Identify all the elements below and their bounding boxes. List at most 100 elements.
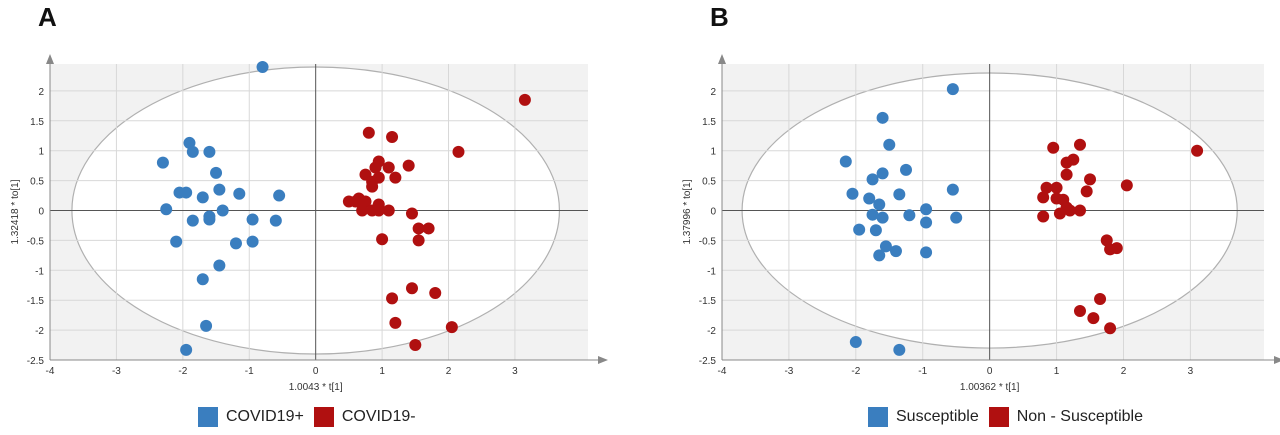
x-tick-label: -2 bbox=[178, 366, 187, 377]
data-point-series-2 bbox=[452, 145, 465, 158]
data-point-series-1 bbox=[920, 246, 933, 259]
data-point-series-1 bbox=[170, 235, 183, 248]
data-point-series-2 bbox=[389, 171, 402, 184]
y-tick-label: 0 bbox=[710, 207, 716, 218]
data-point-series-1 bbox=[233, 187, 246, 200]
data-point-series-1 bbox=[889, 245, 902, 258]
data-point-series-2 bbox=[386, 292, 399, 305]
data-point-series-2 bbox=[376, 233, 389, 246]
x-tick-label: 3 bbox=[512, 366, 518, 377]
score-scatter-plot: -4 -3 -2 -1 0 1 2 3 2 1.5 1 0.5 0 -0.5 -1 -1.5 -2 -2.5 1.0… bbox=[10, 54, 608, 393]
data-point-series-2 bbox=[518, 93, 531, 106]
data-point-series-1 bbox=[846, 187, 859, 200]
legend-swatch-series-2 bbox=[988, 407, 1009, 427]
data-point-series-2 bbox=[1073, 138, 1086, 151]
data-point-series-2 bbox=[1087, 312, 1100, 325]
data-point-series-1 bbox=[200, 319, 213, 332]
data-point-series-1 bbox=[920, 216, 933, 229]
data-point-series-1 bbox=[883, 138, 896, 151]
legend: COVID19+ COVID19- bbox=[198, 407, 426, 427]
data-point-series-1 bbox=[839, 155, 852, 168]
legend: Susceptible Non - Susceptible bbox=[868, 407, 1153, 427]
data-point-series-1 bbox=[946, 183, 959, 196]
legend-label-series-1: COVID19+ bbox=[226, 408, 304, 425]
legend-swatch-series-1 bbox=[198, 407, 218, 427]
data-point-series-2 bbox=[1063, 204, 1076, 217]
x-tick-label: 3 bbox=[1188, 366, 1194, 377]
y-tick-label: 2 bbox=[710, 87, 716, 98]
x-tick-label: -2 bbox=[851, 366, 860, 377]
data-point-series-2 bbox=[362, 126, 375, 139]
data-point-series-1 bbox=[893, 188, 906, 201]
data-point-series-2 bbox=[1050, 181, 1063, 194]
data-point-series-1 bbox=[213, 183, 226, 196]
data-point-series-1 bbox=[853, 223, 866, 236]
data-point-series-1 bbox=[269, 214, 282, 227]
data-point-series-2 bbox=[1073, 204, 1086, 217]
data-point-series-1 bbox=[876, 167, 889, 180]
score-scatter-plot: -4 -3 -2 -1 0 1 2 3 2 1.5 1 0.5 0 -0.5 -1 -1.5 -2 -2.5 1.0… bbox=[682, 54, 1280, 393]
data-point-series-2 bbox=[1067, 153, 1080, 166]
data-point-series-1 bbox=[173, 186, 186, 199]
legend-swatch-series-1 bbox=[868, 407, 888, 427]
data-point-series-2 bbox=[1037, 210, 1050, 223]
x-axis-arrow bbox=[1274, 356, 1280, 364]
y-tick-label: 2 bbox=[38, 87, 44, 98]
y-tick-label: -2 bbox=[707, 326, 716, 337]
data-point-series-2 bbox=[1047, 141, 1060, 154]
data-point-series-1 bbox=[273, 189, 286, 202]
data-point-series-2 bbox=[366, 180, 379, 193]
data-point-series-1 bbox=[196, 273, 209, 286]
data-point-series-2 bbox=[429, 287, 442, 300]
data-point-series-2 bbox=[1094, 293, 1107, 306]
x-axis-title: 1.00362 * t[1] bbox=[960, 382, 1020, 393]
y-tick-label: -1.5 bbox=[699, 296, 717, 307]
data-point-series-1 bbox=[873, 249, 886, 262]
data-point-series-2 bbox=[349, 195, 362, 208]
legend-label-series-2: COVID19- bbox=[341, 408, 416, 425]
x-tick-label: -1 bbox=[245, 366, 254, 377]
data-point-series-1 bbox=[903, 209, 916, 222]
score-plot-panel-b: B -4 -3 -2 -1 0 1 2 3 2 1.5 1 0.5 0 -0.5 -1 -1.5 -2 -2.5 1… bbox=[660, 0, 1280, 435]
data-point-series-2 bbox=[389, 316, 402, 329]
data-point-series-2 bbox=[1120, 179, 1133, 192]
x-tick-label: -1 bbox=[918, 366, 927, 377]
data-point-series-2 bbox=[412, 222, 425, 235]
data-point-series-1 bbox=[210, 166, 223, 179]
data-point-series-2 bbox=[372, 204, 385, 217]
x-axis-arrow bbox=[598, 356, 608, 364]
data-point-series-1 bbox=[203, 213, 216, 226]
y-tick-label: 1 bbox=[38, 147, 44, 158]
legend-swatch-series-2 bbox=[313, 407, 334, 427]
data-point-series-1 bbox=[946, 83, 959, 96]
data-point-series-1 bbox=[950, 211, 963, 224]
data-point-series-1 bbox=[256, 60, 269, 73]
data-point-series-2 bbox=[1104, 322, 1117, 335]
data-point-series-1 bbox=[876, 211, 889, 224]
legend-label-series-2: Non - Susceptible bbox=[1016, 408, 1144, 425]
data-point-series-2 bbox=[382, 161, 395, 174]
data-point-series-1 bbox=[869, 224, 882, 237]
legend-label-series-1: Susceptible bbox=[896, 408, 979, 425]
data-point-series-1 bbox=[879, 240, 892, 253]
y-tick-label: -2 bbox=[35, 326, 44, 337]
y-tick-label: -0.5 bbox=[699, 236, 717, 247]
x-tick-label: -3 bbox=[784, 366, 793, 377]
data-point-series-1 bbox=[216, 204, 229, 217]
data-point-series-2 bbox=[1110, 242, 1123, 255]
y-tick-label: -2.5 bbox=[699, 356, 717, 367]
data-point-series-2 bbox=[1040, 181, 1053, 194]
x-tick-label: -4 bbox=[718, 366, 727, 377]
data-point-series-2 bbox=[402, 159, 415, 172]
y-tick-label: -0.5 bbox=[27, 236, 45, 247]
data-point-series-2 bbox=[1084, 173, 1097, 186]
data-point-series-1 bbox=[849, 336, 862, 349]
x-tick-label: 2 bbox=[1121, 366, 1127, 377]
y-tick-label: 0 bbox=[38, 207, 44, 218]
y-axis-arrow bbox=[718, 54, 726, 64]
data-point-series-1 bbox=[876, 111, 889, 124]
data-point-series-2 bbox=[1073, 304, 1086, 317]
x-tick-label: 0 bbox=[313, 366, 319, 377]
y-axis-title: 1.32418 * to[1] bbox=[10, 179, 21, 244]
x-tick-label: 0 bbox=[987, 366, 993, 377]
